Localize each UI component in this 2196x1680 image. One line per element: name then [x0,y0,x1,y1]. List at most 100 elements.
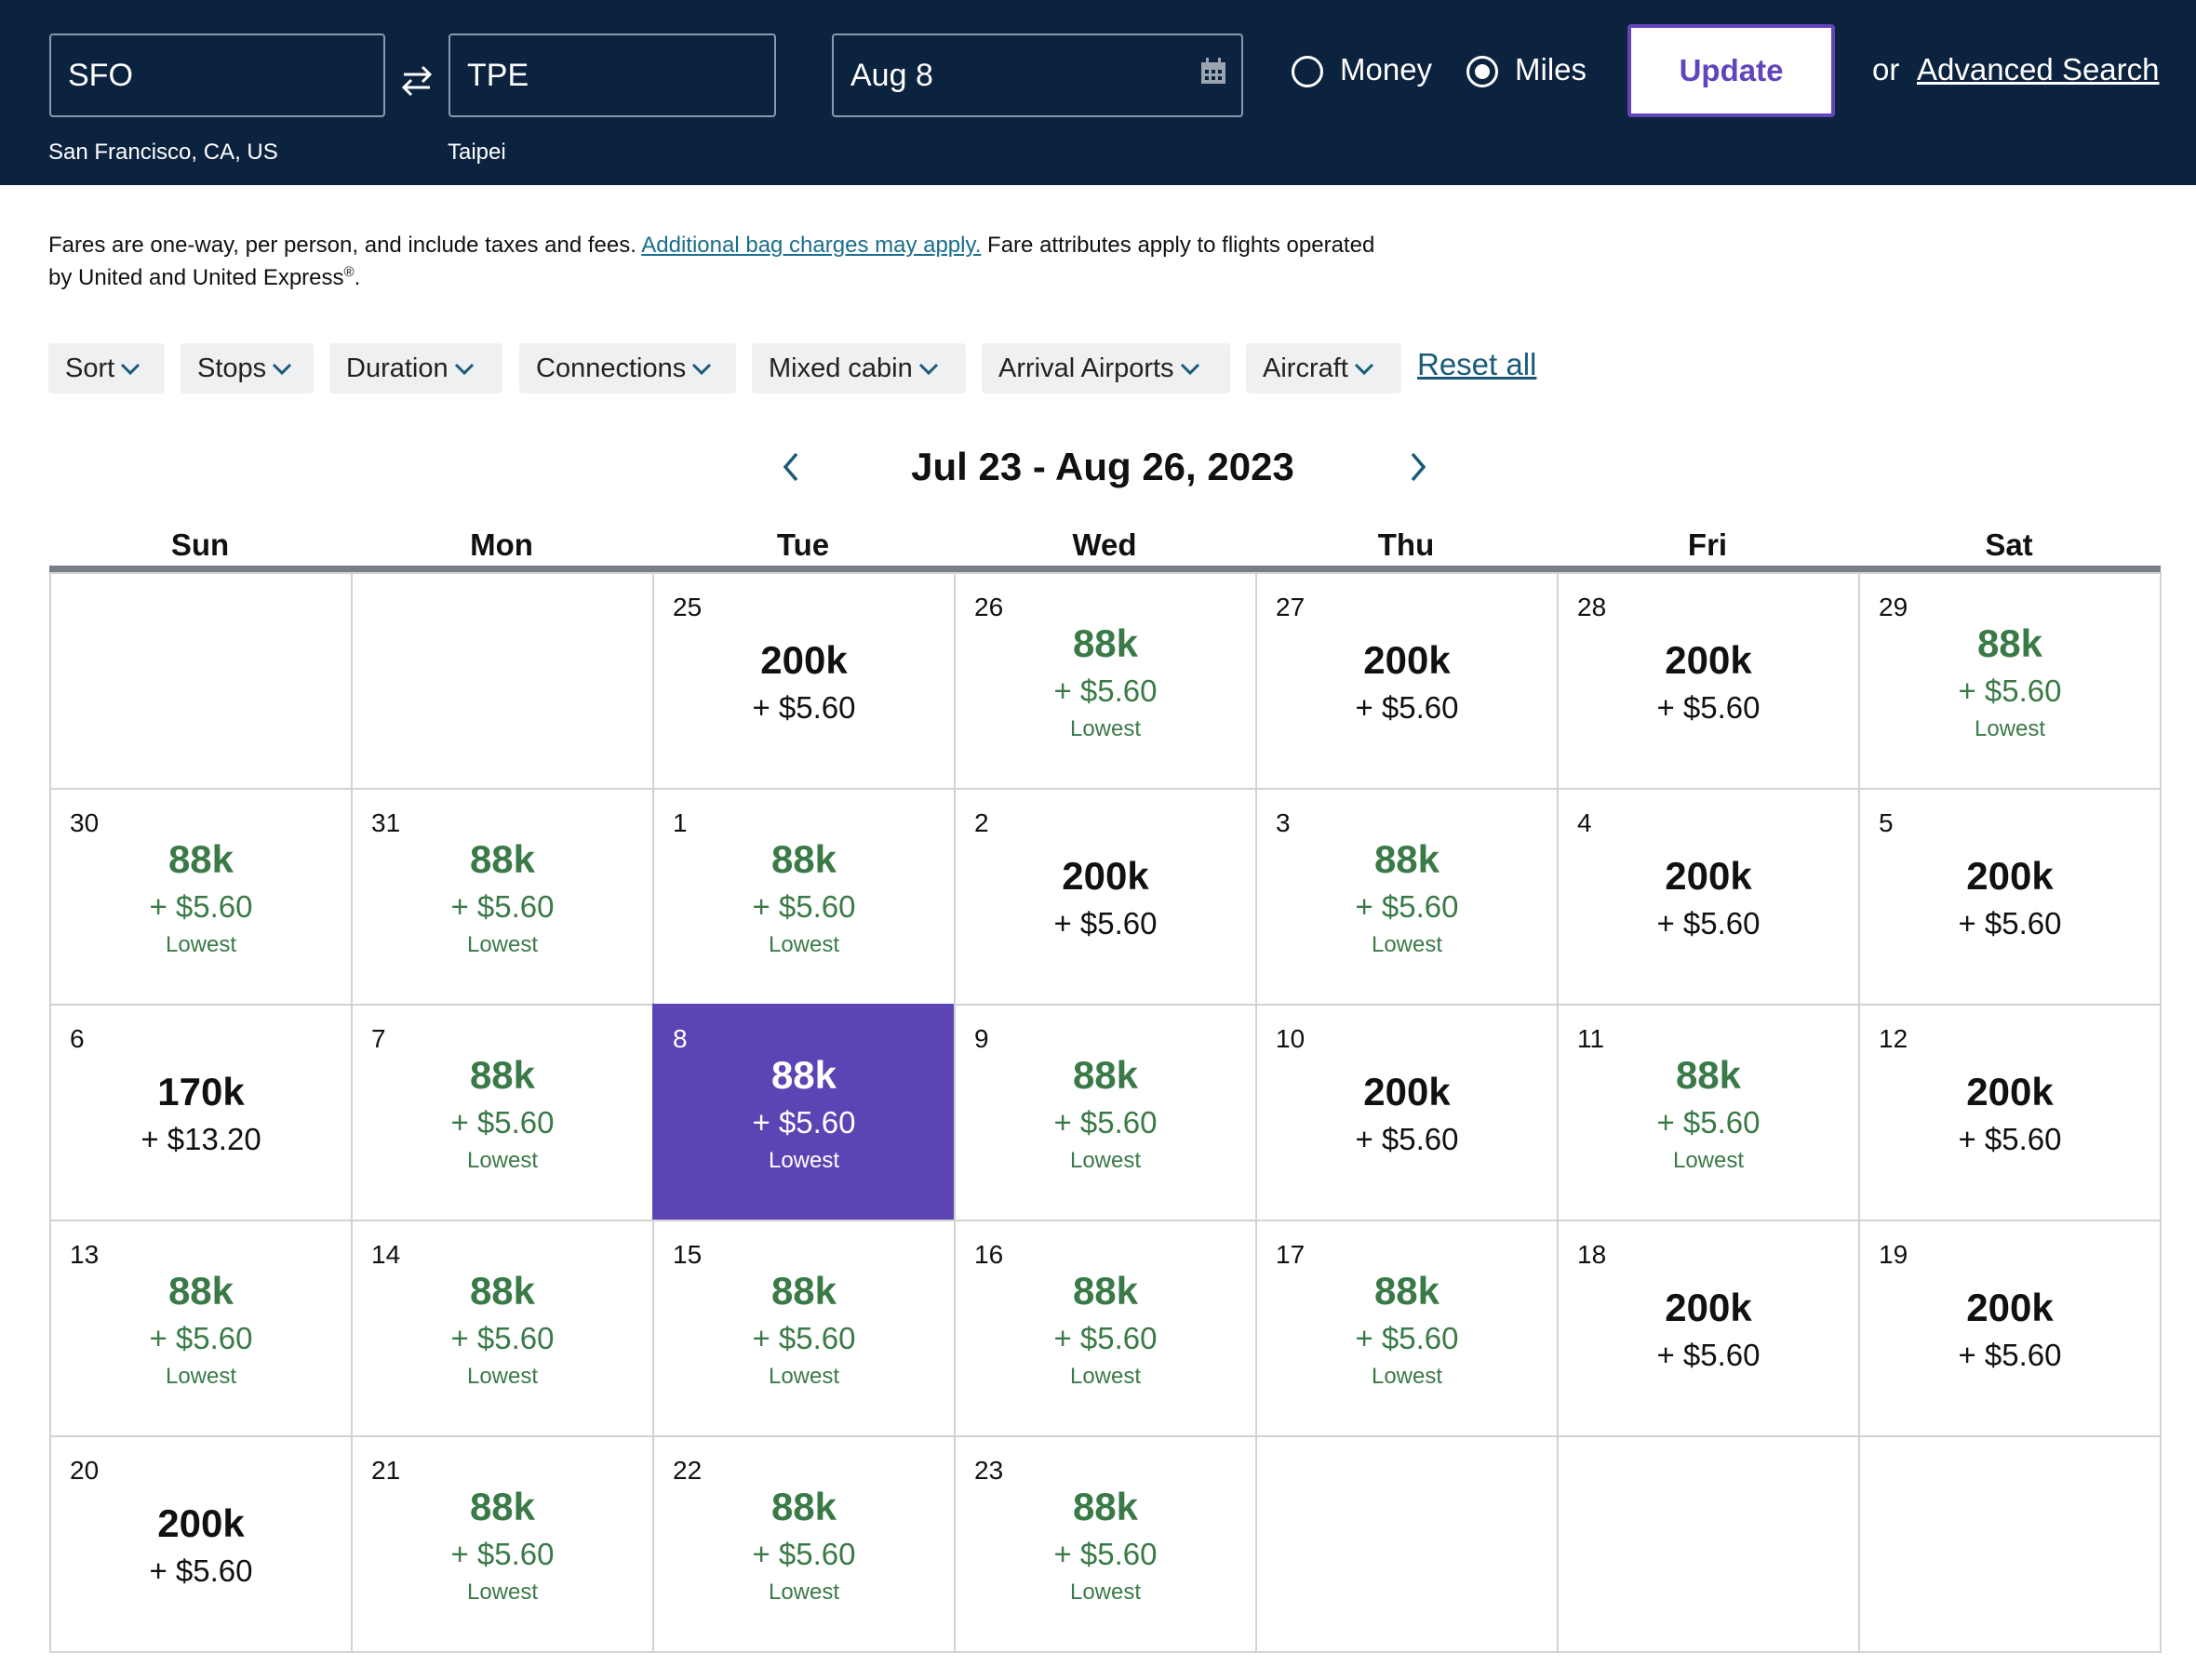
day-number: 2 [974,808,989,837]
filter-button[interactable]: Connections [519,343,736,393]
fee: + $5.60 [752,1537,856,1571]
calendar-cell[interactable]: 7 88k + $5.60 Lowest [351,1004,654,1221]
miles-price: 88k [1675,1053,1742,1097]
origin-city: San Francisco, CA, US [48,140,278,165]
calendar-cell[interactable]: 21 88k + $5.60 Lowest [351,1435,654,1653]
swap-icon[interactable] [398,63,435,97]
calendar-cell[interactable]: 8 88k + $5.60 Lowest [652,1004,956,1221]
next-arrow[interactable] [1403,448,1431,486]
weekday-header: Fri [1687,527,1728,562]
calendar-cell[interactable]: 12 200k + $5.60 [1858,1004,2162,1221]
calendar-cell[interactable]: 11 88k + $5.60 Lowest [1557,1004,1860,1221]
radio-button[interactable] [1466,56,1498,87]
fee: + $5.60 [1355,1122,1459,1156]
calendar-cell[interactable]: 17 88k + $5.60 Lowest [1255,1220,1559,1437]
fee: + $5.60 [1958,673,2062,708]
calendar-cell[interactable]: 25 200k + $5.60 [652,572,956,790]
radio-button[interactable] [1292,56,1323,87]
advanced-search-link[interactable]: Advanced Search [1917,52,2160,87]
weekday-header: Thu [1377,527,1435,562]
reset-link[interactable]: Reset all [1417,347,1537,381]
weekday-header: Sun [170,527,230,562]
lowest-tag: Lowest [1371,932,1443,957]
calendar-cell[interactable]: 28 200k + $5.60 [1557,572,1860,790]
destination-city: Taipei [448,140,506,165]
filter-button[interactable]: Stops [181,343,314,393]
fee: + $5.60 [1656,906,1761,940]
lowest-tag: Lowest [768,1364,840,1389]
calendar-cell [351,572,654,790]
calendar-cell[interactable]: 31 88k + $5.60 Lowest [351,788,654,1006]
chevron [1354,364,1373,376]
filter-button[interactable]: Aircraft [1246,343,1401,393]
fee: + $13.20 [141,1122,261,1156]
day-number: 29 [1879,593,1908,621]
day-number: 26 [974,593,1004,621]
chevron [918,364,938,376]
calendar-cell[interactable]: 29 88k + $5.60 Lowest [1858,572,2162,790]
calendar-cell[interactable]: 2 200k + $5.60 [954,788,1257,1006]
fee: + $5.60 [1355,690,1459,725]
calendar-cell[interactable]: 22 88k + $5.60 Lowest [652,1435,956,1653]
lowest-tag: Lowest [1069,1580,1142,1605]
day-number: 16 [974,1240,1004,1269]
radio-label[interactable]: Miles [1515,52,1587,87]
update-button[interactable]: Update [1627,24,1835,117]
calendar-cell[interactable]: 13 88k + $5.60 Lowest [49,1220,353,1437]
calendar-cell[interactable]: 16 88k + $5.60 Lowest [954,1220,1257,1437]
miles-price: 200k [760,638,848,682]
bag-link[interactable]: Additional bag charges may apply. [641,233,982,258]
lowest-tag: Lowest [1069,1148,1142,1173]
calendar-cell[interactable]: 27 200k + $5.60 [1255,572,1559,790]
calendar-cell[interactable]: 15 88k + $5.60 Lowest [652,1220,956,1437]
calendar-cell[interactable]: 18 200k + $5.60 [1557,1220,1860,1437]
filter-button[interactable]: Arrival Airports [982,343,1230,393]
calendar-icon[interactable] [1199,58,1227,86]
fee: + $5.60 [1053,906,1158,940]
filter-label: Sort [65,353,115,383]
calendar-cell[interactable]: 30 88k + $5.60 Lowest [49,788,353,1006]
day-number: 14 [371,1240,401,1269]
miles-price: 200k [1665,1286,1752,1329]
day-number: 9 [974,1024,989,1053]
weekday-header: Tue [776,527,830,562]
origin-input[interactable]: SFO [49,33,385,117]
miles-price: 200k [1363,638,1451,682]
filter-label: Aircraft [1263,353,1348,383]
calendar-cell[interactable]: 23 88k + $5.60 Lowest [954,1435,1257,1653]
miles-price: 200k [157,1501,245,1545]
miles-price: 88k [770,1053,837,1097]
fee: + $5.60 [450,889,555,924]
miles-price: 88k [1976,621,2043,665]
date-input[interactable]: Aug 8 [832,33,1243,117]
calendar-cell[interactable]: 6 170k + $13.20 [49,1004,353,1221]
calendar-cell[interactable]: 26 88k + $5.60 Lowest [954,572,1257,790]
fee: + $5.60 [752,1321,856,1355]
day-number: 6 [70,1024,85,1053]
miles-price: 88k [469,1053,536,1097]
lowest-tag: Lowest [768,1580,840,1605]
prev-arrow[interactable] [778,448,806,486]
day-number: 18 [1577,1240,1607,1269]
day-number: 13 [70,1240,100,1269]
chevron [121,364,141,376]
filter-button[interactable]: Mixed cabin [752,343,966,393]
calendar-cell[interactable]: 5 200k + $5.60 [1858,788,2162,1006]
filter-button[interactable]: Sort [48,343,165,393]
notice: by United and United Express®. [48,264,360,291]
calendar-cell[interactable]: 9 88k + $5.60 Lowest [954,1004,1257,1221]
calendar-cell[interactable]: 4 200k + $5.60 [1557,788,1860,1006]
lowest-tag: Lowest [466,1148,539,1173]
filter-button[interactable]: Duration [329,343,502,393]
calendar-cell[interactable]: 10 200k + $5.60 [1255,1004,1559,1221]
radio-label[interactable]: Money [1340,52,1433,87]
fee: + $5.60 [1656,1338,1761,1372]
destination-input[interactable]: TPE [449,33,776,117]
lowest-tag: Lowest [165,932,237,957]
calendar-cell[interactable]: 3 88k + $5.60 Lowest [1255,788,1559,1006]
calendar-cell [1255,1435,1559,1653]
calendar-cell[interactable]: 19 200k + $5.60 [1858,1220,2162,1437]
calendar-cell[interactable]: 1 88k + $5.60 Lowest [652,788,956,1006]
calendar-cell[interactable]: 20 200k + $5.60 [49,1435,353,1653]
calendar-cell[interactable]: 14 88k + $5.60 Lowest [351,1220,654,1437]
